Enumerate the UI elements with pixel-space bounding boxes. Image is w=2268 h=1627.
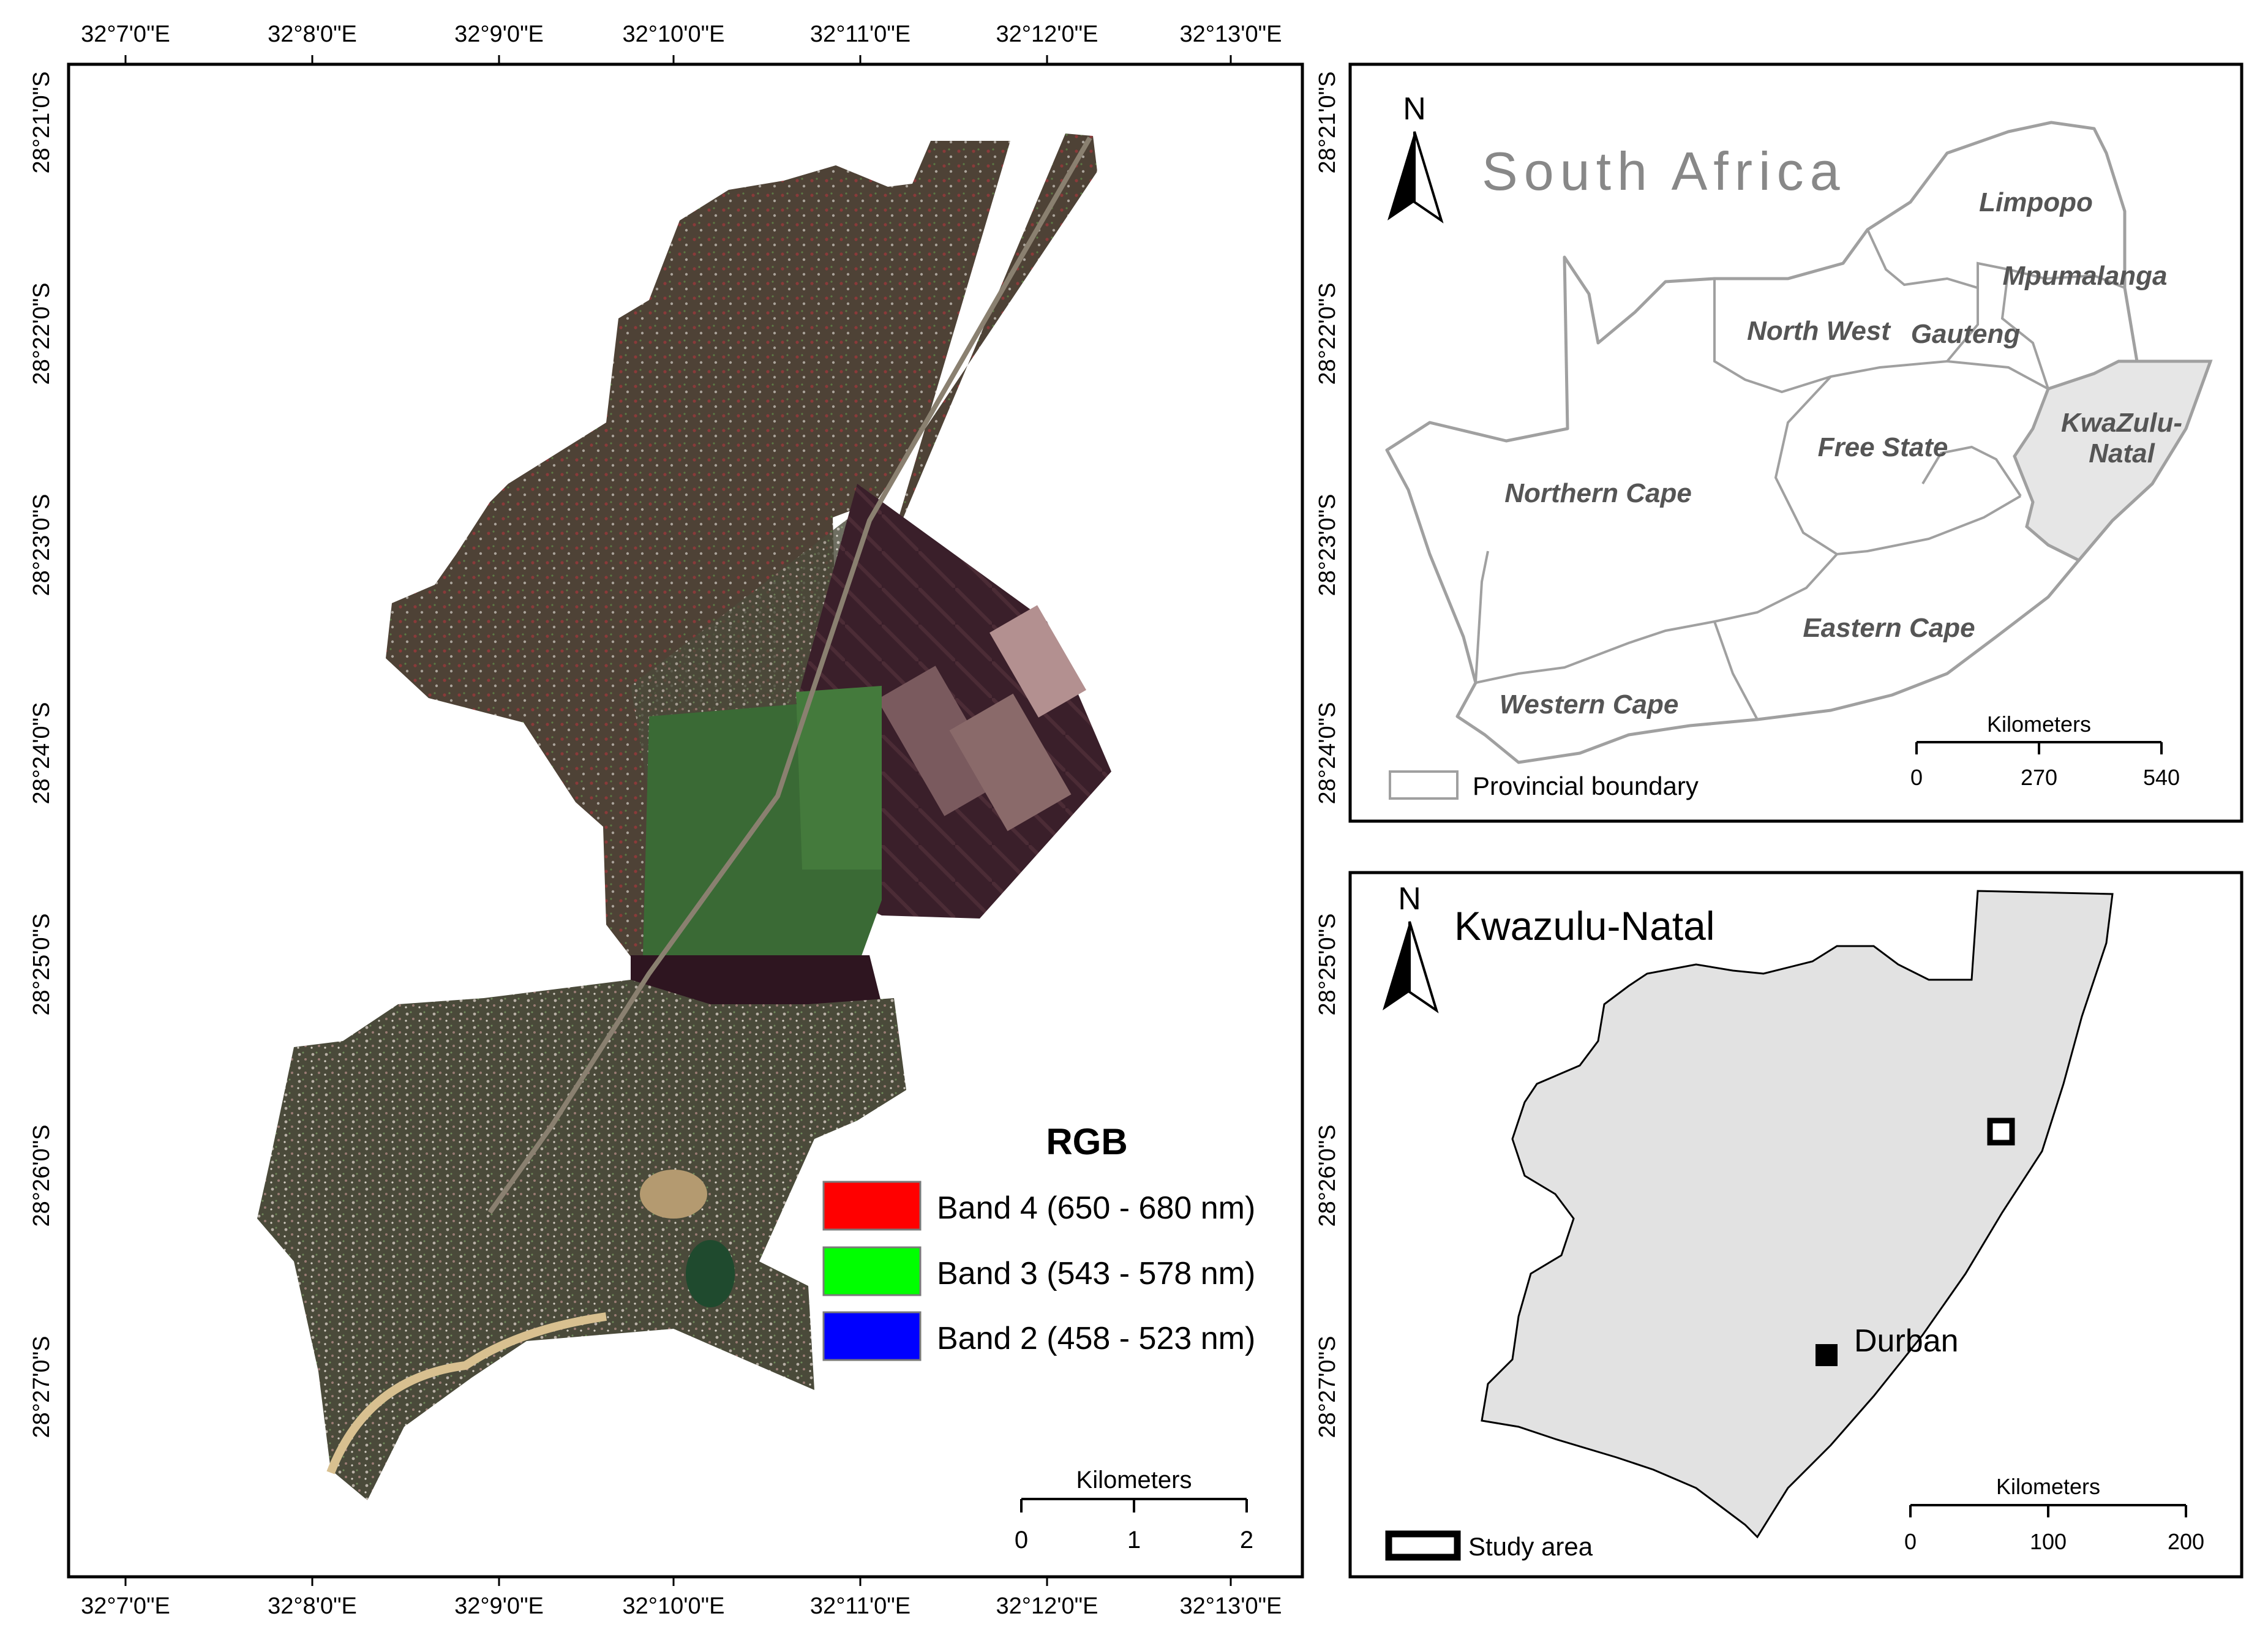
pink-field bbox=[949, 693, 1072, 832]
study-area-marker bbox=[1987, 1118, 2015, 1146]
bottom-tick-label: 32°10'0"E bbox=[623, 1593, 725, 1619]
kzn-province-shape bbox=[1481, 890, 2114, 1539]
main-scale-label: 2 bbox=[1240, 1527, 1253, 1554]
top-tick-label: 32°9'0"E bbox=[454, 21, 544, 47]
sa-scale-unit: Kilometers bbox=[1987, 712, 2091, 737]
right-tick-label: 28°23'0"S bbox=[1315, 494, 1340, 596]
kzn-scale-unit: Kilometers bbox=[1996, 1474, 2100, 1499]
pink-field bbox=[989, 605, 1086, 718]
kzn-north-label: N bbox=[1398, 881, 1421, 917]
right-tick-label: 28°21'0"S bbox=[1315, 72, 1340, 174]
band4-swatch bbox=[822, 1181, 922, 1231]
provincial-boundary-label: Provincial boundary bbox=[1473, 772, 1699, 800]
left-tick-label: 28°22'0"S bbox=[29, 283, 54, 385]
bottom-tick-label: 32°11'0"E bbox=[810, 1593, 911, 1619]
province-label: Natal bbox=[2089, 438, 2155, 468]
satellite-image bbox=[257, 133, 1111, 1500]
sa-title: South Africa bbox=[1482, 141, 1846, 201]
right-tick-label: 28°26'0"S bbox=[1315, 1125, 1340, 1227]
durban-marker bbox=[1816, 1344, 1838, 1366]
rgb-legend: RGB Band 4 (650 - 680 nm) Band 3 (543 - … bbox=[822, 1121, 1255, 1361]
top-tick-label: 32°11'0"E bbox=[810, 21, 911, 47]
sa-north-label: N bbox=[1403, 91, 1426, 127]
top-tick-label: 32°8'0"E bbox=[268, 21, 357, 47]
sa-kzn-highlight bbox=[2013, 359, 2213, 563]
sa-scale-label: 0 bbox=[1910, 765, 1923, 790]
province-label: Northern Cape bbox=[1504, 478, 1692, 508]
province-label: KwaZulu- bbox=[2061, 408, 2182, 438]
province-label: Western Cape bbox=[1500, 690, 1679, 720]
province-label: Mpumalanga bbox=[2003, 261, 2168, 291]
sa-scale-bar: Kilometers 0 270 540 bbox=[1910, 712, 2180, 790]
sa-north-arrow-icon: N bbox=[1387, 91, 1444, 224]
durban-label: Durban bbox=[1854, 1323, 1959, 1359]
bottom-tick-label: 32°8'0"E bbox=[268, 1593, 357, 1619]
main-scale-unit: Kilometers bbox=[1076, 1467, 1192, 1494]
kzn-scale-label: 200 bbox=[2168, 1529, 2204, 1554]
province-label: Gauteng bbox=[1911, 319, 2021, 349]
main-map-ticks bbox=[124, 55, 1232, 1586]
bottom-tick-label: 32°12'0"E bbox=[996, 1593, 1098, 1619]
main-scale-label: 0 bbox=[1015, 1527, 1028, 1554]
main-top-tick-labels: 32°7'0"E 32°8'0"E 32°9'0"E 32°10'0"E 32°… bbox=[81, 21, 1282, 47]
bottom-tick-label: 32°9'0"E bbox=[454, 1593, 544, 1619]
kzn-scale-label: 0 bbox=[1904, 1529, 1917, 1554]
left-tick-label: 28°24'0"S bbox=[29, 702, 54, 805]
province-label: North West bbox=[1747, 316, 1891, 346]
main-left-tick-labels: 28°21'0"S 28°22'0"S 28°23'0"S 28°24'0"S … bbox=[29, 72, 54, 1438]
right-tick-label: 28°24'0"S bbox=[1315, 702, 1340, 805]
left-tick-label: 28°26'0"S bbox=[29, 1125, 54, 1227]
main-bottom-tick-labels: 32°7'0"E 32°8'0"E 32°9'0"E 32°10'0"E 32°… bbox=[81, 1593, 1282, 1619]
right-tick-label: 28°27'0"S bbox=[1315, 1336, 1340, 1438]
left-tick-label: 28°21'0"S bbox=[29, 72, 54, 174]
sa-internal-boundaries bbox=[1474, 229, 2125, 720]
provincial-boundary-swatch bbox=[1389, 770, 1459, 800]
band2-swatch bbox=[822, 1311, 922, 1361]
band4-label: Band 4 (650 - 680 nm) bbox=[937, 1190, 1255, 1226]
sa-scale-label: 270 bbox=[2021, 765, 2057, 790]
kzn-scale-label: 100 bbox=[2030, 1529, 2067, 1554]
bottom-tick-label: 32°7'0"E bbox=[81, 1593, 170, 1619]
kzn-title: Kwazulu-Natal bbox=[1454, 903, 1715, 949]
left-tick-label: 28°23'0"S bbox=[29, 494, 54, 596]
top-tick-label: 32°7'0"E bbox=[81, 21, 170, 47]
right-tick-label: 28°25'0"S bbox=[1315, 914, 1340, 1016]
band3-swatch bbox=[822, 1246, 922, 1296]
province-label: Limpopo bbox=[1979, 187, 2093, 217]
left-tick-label: 28°25'0"S bbox=[29, 914, 54, 1016]
top-tick-label: 32°10'0"E bbox=[623, 21, 725, 47]
main-scale-bar: Kilometers 0 1 2 bbox=[1015, 1467, 1253, 1554]
pink-field bbox=[877, 666, 1003, 816]
main-scale-label: 1 bbox=[1127, 1527, 1141, 1554]
main-right-tick-labels: 28°21'0"S 28°22'0"S 28°23'0"S 28°24'0"S … bbox=[1315, 72, 1340, 1438]
kzn-north-arrow-icon: N bbox=[1383, 881, 1439, 1013]
bottom-tick-label: 32°13'0"E bbox=[1180, 1593, 1282, 1619]
rgb-legend-title: RGB bbox=[1046, 1121, 1127, 1162]
top-tick-label: 32°13'0"E bbox=[1180, 21, 1282, 47]
band2-label: Band 2 (458 - 523 nm) bbox=[937, 1321, 1255, 1356]
right-tick-label: 28°22'0"S bbox=[1315, 283, 1340, 385]
province-label: Free State bbox=[1818, 432, 1948, 462]
left-tick-label: 28°27'0"S bbox=[29, 1336, 54, 1438]
sa-scale-label: 540 bbox=[2143, 765, 2180, 790]
top-tick-label: 32°12'0"E bbox=[996, 21, 1098, 47]
province-label: Eastern Cape bbox=[1803, 613, 1975, 643]
study-area-label: Study area bbox=[1468, 1532, 1593, 1561]
study-area-swatch bbox=[1385, 1530, 1461, 1561]
kzn-scale-bar: Kilometers 0 100 200 bbox=[1904, 1474, 2204, 1554]
band3-label: Band 3 (543 - 578 nm) bbox=[937, 1256, 1255, 1291]
